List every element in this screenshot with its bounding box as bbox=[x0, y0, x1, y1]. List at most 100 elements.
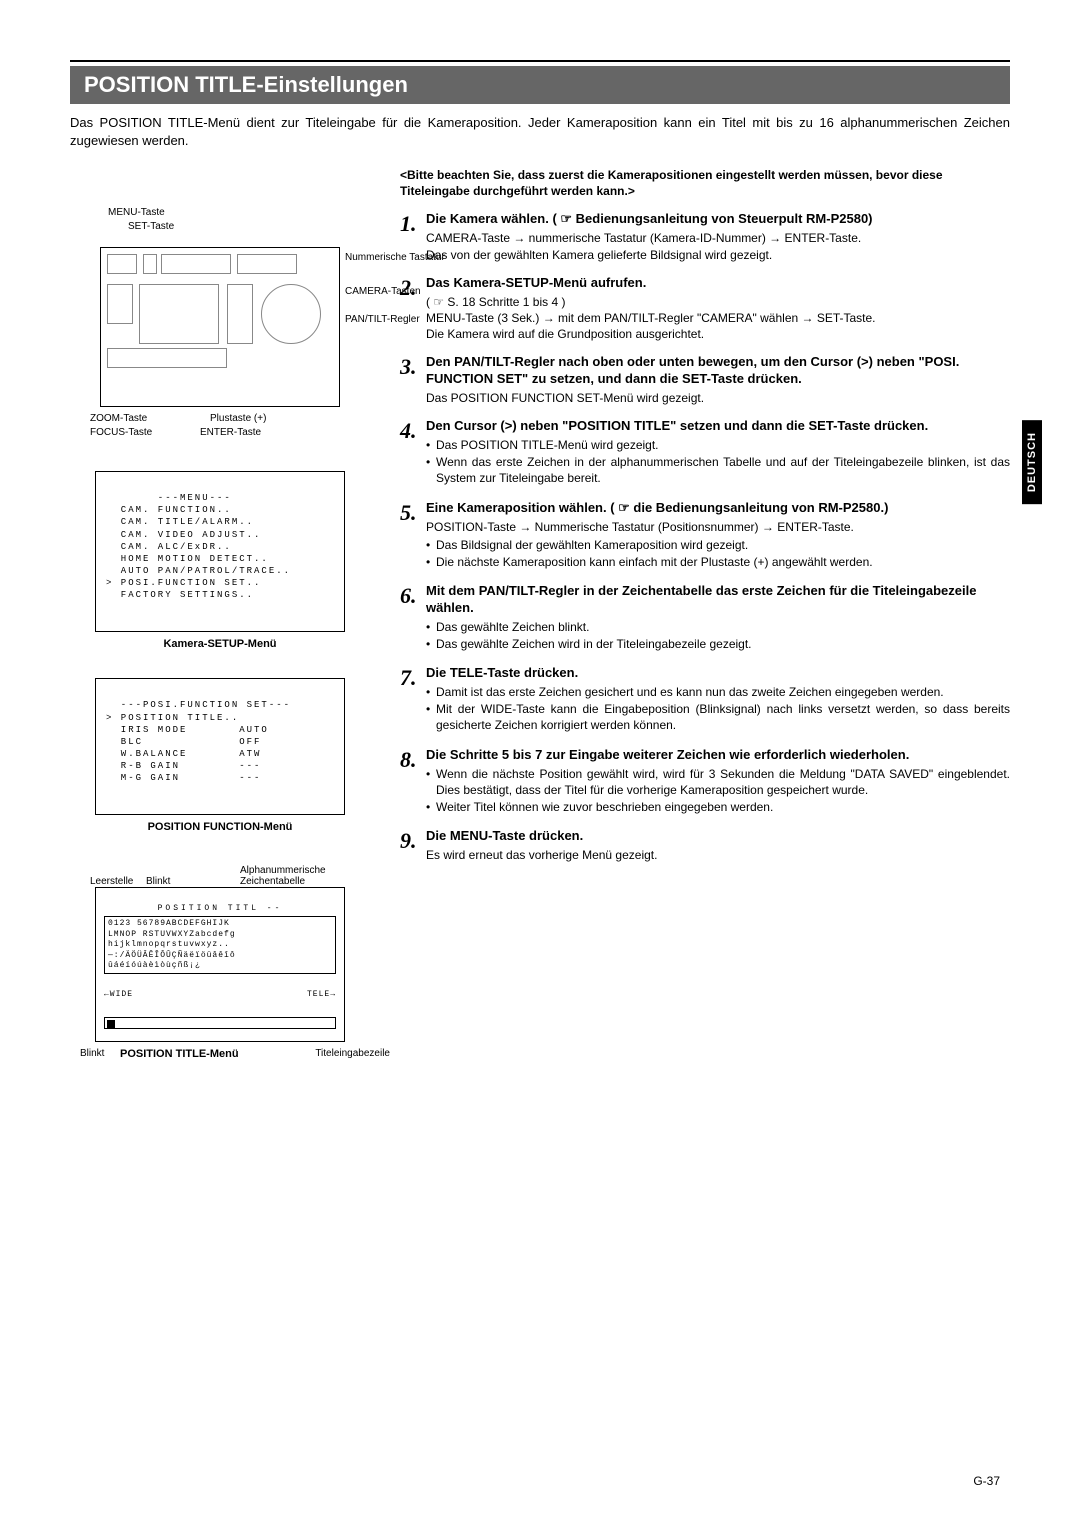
label-set-btn: SET-Taste bbox=[128, 221, 174, 232]
step: 1.Die Kamera wählen. ( ☞ Bedienungsanlei… bbox=[400, 211, 1010, 262]
step-body: Die Kamera wählen. ( ☞ Bedienungsanleitu… bbox=[426, 211, 1010, 262]
step: 4.Den Cursor (>) neben "POSITION TITLE" … bbox=[400, 418, 1010, 487]
char-row: 0123 56789ABCDEFGHIJK bbox=[108, 919, 332, 929]
step-body: Eine Kameraposition wählen. ( ☞ die Bedi… bbox=[426, 500, 1010, 571]
step-bullets: Das Bildsignal der gewählten Kameraposit… bbox=[426, 537, 1010, 570]
step-heading: Die Schritte 5 bis 7 zur Eingabe weitere… bbox=[426, 747, 1010, 764]
step-bullets: Damit ist das erste Zeichen gesichert un… bbox=[426, 684, 1010, 734]
bullet-item: Das gewählte Zeichen wird in der Titelei… bbox=[426, 636, 1010, 652]
step-detail: ( ☞ S. 18 Schritte 1 bis 4 ) MENU-Taste … bbox=[426, 294, 1010, 343]
note-text: <Bitte beachten Sie, dass zuerst die Kam… bbox=[400, 167, 1010, 199]
step-detail: POSITION-Taste → Nummerische Tastatur (P… bbox=[426, 519, 1010, 535]
intro-text: Das POSITION TITLE-Menü dient zur Titele… bbox=[70, 114, 1010, 149]
step: 9.Die MENU-Taste drücken. Es wird erneut … bbox=[400, 828, 1010, 863]
bullet-item: Das POSITION TITLE-Menü wird gezeigt. bbox=[426, 437, 1010, 453]
label-camera-btns: CAMERA-Tasten bbox=[345, 286, 421, 297]
label-blinkt-bot: Blinkt bbox=[80, 1048, 104, 1059]
step-heading: Den PAN/TILT-Regler nach oben oder unten… bbox=[426, 354, 1010, 388]
bullet-item: Wenn das erste Zeichen in der alphanumme… bbox=[426, 454, 1010, 486]
step-detail: Es wird erneut das vorherige Menü gezeig… bbox=[426, 847, 1010, 863]
step-heading: Eine Kameraposition wählen. ( ☞ die Bedi… bbox=[426, 500, 1010, 517]
steps: 1.Die Kamera wählen. ( ☞ Bedienungsanlei… bbox=[400, 211, 1010, 863]
title-menu-header: POSITION TITL -- bbox=[104, 904, 336, 913]
step-heading: Den Cursor (>) neben "POSITION TITLE" se… bbox=[426, 418, 1010, 435]
char-row: hijklmnopqrstuvwxyz.. bbox=[108, 940, 332, 950]
step-body: Den PAN/TILT-Regler nach oben oder unten… bbox=[426, 354, 1010, 406]
bullet-item: Das Bildsignal der gewählten Kameraposit… bbox=[426, 537, 1010, 553]
page-number: G-37 bbox=[973, 1474, 1000, 1488]
controller-diagram: MENU-Taste SET-Taste Nummerische Tastatu… bbox=[70, 167, 370, 443]
step-number: 7. bbox=[400, 665, 426, 734]
title-menu-top-labels: Leerstelle Blinkt Alphanummerische Zeich… bbox=[90, 861, 350, 887]
page-title: POSITION TITLE-Einstellungen bbox=[70, 66, 1010, 104]
title-menu-bot-labels: Blinkt POSITION TITLE-Menü Titeleingabez… bbox=[80, 1048, 360, 1066]
position-function-menu: ---POSI.FUNCTION SET--- > POSITION TITLE… bbox=[95, 678, 345, 815]
step-bullets: Wenn die nächste Position gewählt wird, … bbox=[426, 766, 1010, 816]
step-number: 5. bbox=[400, 500, 426, 571]
language-tab: DEUTSCH bbox=[1022, 420, 1042, 504]
label-leerstelle: Leerstelle bbox=[90, 876, 133, 887]
bullet-item: Damit ist das erste Zeichen gesichert un… bbox=[426, 684, 1010, 700]
label-plus: Plustaste (+) bbox=[210, 413, 266, 424]
step-body: Die TELE-Taste drücken. Damit ist das ers… bbox=[426, 665, 1010, 734]
tele-label: TELE→ bbox=[307, 990, 336, 999]
bullet-item: Weiter Titel können wie zuvor beschriebe… bbox=[426, 799, 1010, 815]
label-focus: FOCUS-Taste bbox=[90, 427, 152, 438]
bullet-item: Mit der WIDE-Taste kann die Eingabeposit… bbox=[426, 701, 1010, 733]
step-bullets: Das gewählte Zeichen blinkt.Das gewählte… bbox=[426, 619, 1010, 652]
step-number: 6. bbox=[400, 583, 426, 653]
columns: MENU-Taste SET-Taste Nummerische Tastatu… bbox=[70, 167, 1010, 1066]
step-number: 8. bbox=[400, 747, 426, 816]
label-menu-btn: MENU-Taste bbox=[108, 207, 165, 218]
step-detail: Das POSITION FUNCTION SET-Menü wird geze… bbox=[426, 390, 1010, 406]
step-body: Mit dem PAN/TILT-Regler in der Zeichenta… bbox=[426, 583, 1010, 653]
char-row: —:/ÄÖÜÂÊÎÔÛÇÑäëïöüâêîô bbox=[108, 951, 332, 961]
step: 3.Den PAN/TILT-Regler nach oben oder unt… bbox=[400, 354, 1010, 406]
right-column: <Bitte beachten Sie, dass zuerst die Kam… bbox=[400, 167, 1010, 1066]
step: 6.Mit dem PAN/TILT-Regler in der Zeichen… bbox=[400, 583, 1010, 653]
page: POSITION TITLE-Einstellungen Das POSITIO… bbox=[0, 0, 1080, 1528]
step: 7.Die TELE-Taste drücken. Damit ist das e… bbox=[400, 665, 1010, 734]
label-pantilt: PAN/TILT-Regler bbox=[345, 314, 420, 325]
step-detail: CAMERA-Taste → nummerische Tastatur (Kam… bbox=[426, 230, 1010, 262]
char-row: LMNOP RSTUVWXYZabcdefg bbox=[108, 930, 332, 940]
step-bullets: Das POSITION TITLE-Menü wird gezeigt.Wen… bbox=[426, 437, 1010, 487]
step-number: 3. bbox=[400, 354, 426, 406]
step-heading: Das Kamera-SETUP-Menü aufrufen. bbox=[426, 275, 1010, 292]
camera-setup-caption: Kamera-SETUP-Menü bbox=[70, 638, 370, 650]
step-body: Das Kamera-SETUP-Menü aufrufen. ( ☞ S. 18… bbox=[426, 275, 1010, 342]
step-number: 9. bbox=[400, 828, 426, 863]
step-body: Den Cursor (>) neben "POSITION TITLE" se… bbox=[426, 418, 1010, 487]
label-titeleingabe: Titeleingabezeile bbox=[315, 1048, 390, 1059]
controller-box: Nummerische Tastatur CAMERA-Tasten PAN/T… bbox=[100, 247, 340, 407]
left-column: MENU-Taste SET-Taste Nummerische Tastatu… bbox=[70, 167, 370, 1066]
step-heading: Mit dem PAN/TILT-Regler in der Zeichenta… bbox=[426, 583, 1010, 617]
label-num-kbd: Nummerische Tastatur bbox=[345, 252, 445, 263]
wide-label: ←WIDE bbox=[104, 990, 133, 999]
position-title-menu: POSITION TITL -- 0123 56789ABCDEFGHIJK L… bbox=[95, 887, 345, 1042]
bullet-item: Die nächste Kameraposition kann einfach … bbox=[426, 554, 1010, 570]
label-zoom: ZOOM-Taste bbox=[90, 413, 147, 424]
label-zeichentabelle: Alphanummerische Zeichentabelle bbox=[240, 865, 350, 887]
step: 2.Das Kamera-SETUP-Menü aufrufen. ( ☞ S. … bbox=[400, 275, 1010, 342]
step-number: 2. bbox=[400, 275, 426, 342]
cursor-block bbox=[107, 1020, 115, 1028]
step-body: Die MENU-Taste drücken. Es wird erneut da… bbox=[426, 828, 1010, 863]
title-input-line bbox=[104, 1017, 336, 1029]
step: 5.Eine Kameraposition wählen. ( ☞ die Be… bbox=[400, 500, 1010, 571]
step-number: 4. bbox=[400, 418, 426, 487]
position-function-caption: POSITION FUNCTION-Menü bbox=[70, 821, 370, 833]
step-heading: Die Kamera wählen. ( ☞ Bedienungsanleitu… bbox=[426, 211, 1010, 228]
step-body: Die Schritte 5 bis 7 zur Eingabe weitere… bbox=[426, 747, 1010, 816]
step-heading: Die MENU-Taste drücken. bbox=[426, 828, 1010, 845]
step-heading: Die TELE-Taste drücken. bbox=[426, 665, 1010, 682]
step: 8.Die Schritte 5 bis 7 zur Eingabe weite… bbox=[400, 747, 1010, 816]
bullet-item: Wenn die nächste Position gewählt wird, … bbox=[426, 766, 1010, 798]
char-row: ûáéíóúàèìòùçñß¡¿ bbox=[108, 961, 332, 971]
camera-setup-menu: ---MENU--- CAM. FUNCTION.. CAM. TITLE/AL… bbox=[95, 471, 345, 632]
char-table: 0123 56789ABCDEFGHIJK LMNOP RSTUVWXYZabc… bbox=[104, 916, 336, 974]
label-blinkt: Blinkt bbox=[146, 876, 170, 887]
bullet-item: Das gewählte Zeichen blinkt. bbox=[426, 619, 1010, 635]
position-title-caption: POSITION TITLE-Menü bbox=[120, 1048, 239, 1060]
rule-top bbox=[70, 60, 1010, 62]
